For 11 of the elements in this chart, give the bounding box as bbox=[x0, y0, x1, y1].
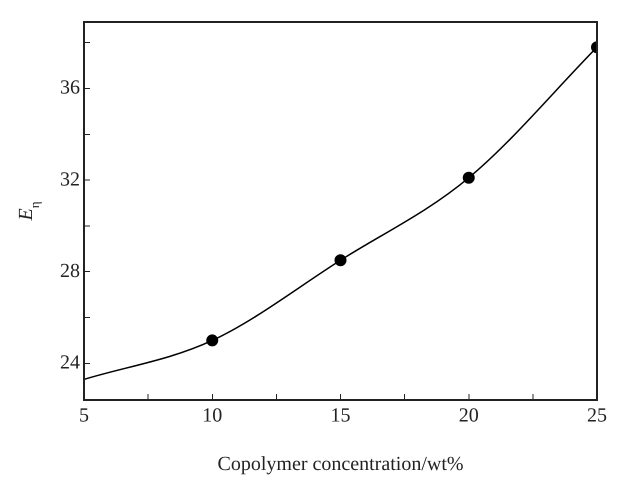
y-tick-label: 24 bbox=[60, 352, 80, 374]
x-axis-title: Copolymer concentration/wt% bbox=[217, 453, 464, 475]
y-tick-label: 36 bbox=[60, 76, 80, 99]
x-tick-label: 20 bbox=[458, 404, 479, 426]
y-tick-label: 28 bbox=[60, 260, 80, 282]
x-tick-label: 15 bbox=[330, 404, 350, 426]
x-tick-label: 25 bbox=[587, 404, 607, 426]
y-axis-title: Eη bbox=[15, 201, 42, 222]
x-tick-label: 5 bbox=[79, 404, 89, 426]
x-tick-label: 10 bbox=[202, 404, 222, 426]
y-tick-label: 32 bbox=[60, 168, 80, 190]
